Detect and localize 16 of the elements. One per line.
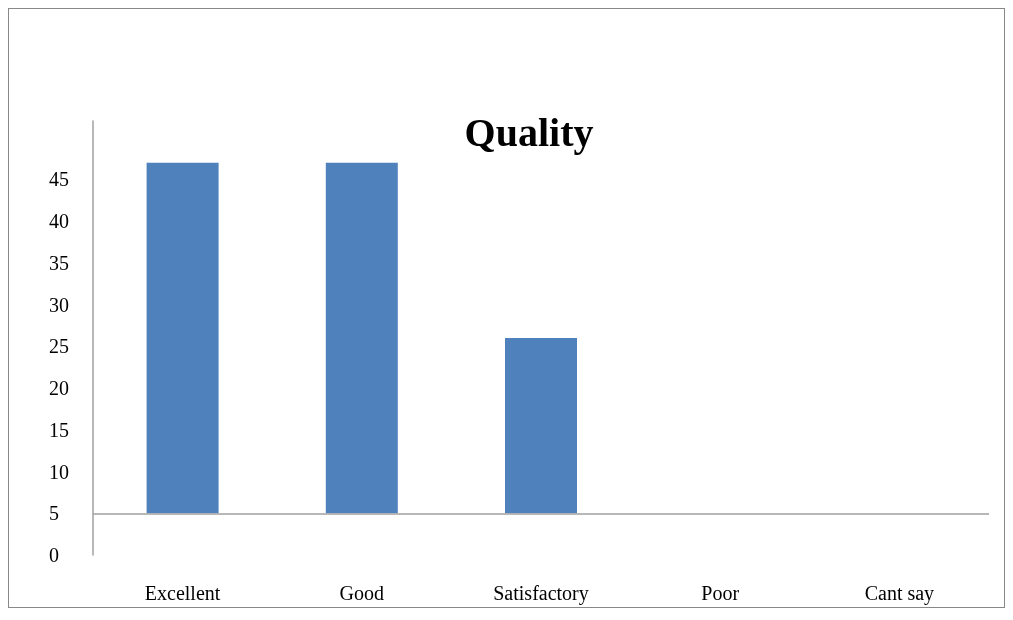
y-tick-label: 10	[49, 460, 69, 483]
x-tick-label: Good	[339, 582, 385, 604]
x-tick-label: Poor	[701, 582, 740, 604]
chart-title: Quality	[464, 109, 594, 155]
x-tick-label: Excellent	[144, 582, 221, 604]
y-tick-label: 20	[49, 377, 69, 400]
y-tick-label: 35	[49, 251, 69, 274]
y-tick-label: 15	[49, 418, 69, 441]
y-tick-label: 30	[49, 293, 69, 316]
y-tick-label: 45	[49, 168, 69, 191]
y-tick-label: 25	[49, 335, 69, 358]
x-tick-label: Cant say	[864, 582, 935, 605]
y-tick-label: 40	[49, 210, 69, 233]
y-tick-label: 0	[49, 544, 59, 566]
y-tick-label: 5	[49, 502, 59, 525]
x-tick-label: Satisfactory	[493, 582, 589, 605]
